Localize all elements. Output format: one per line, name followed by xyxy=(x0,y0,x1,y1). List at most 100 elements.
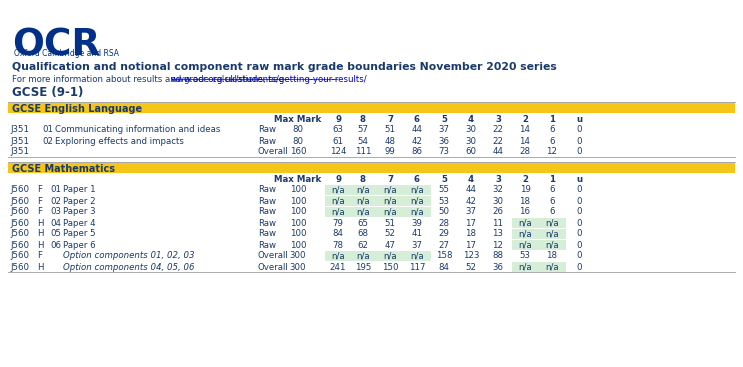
Text: 30: 30 xyxy=(466,126,476,134)
Text: 11: 11 xyxy=(493,218,504,228)
Text: 02: 02 xyxy=(42,137,53,145)
Text: n/a: n/a xyxy=(410,196,424,206)
Text: 0: 0 xyxy=(577,262,582,272)
Text: n/a: n/a xyxy=(383,251,397,261)
FancyBboxPatch shape xyxy=(325,196,352,206)
Text: 6: 6 xyxy=(414,174,420,184)
Text: J560: J560 xyxy=(10,185,29,195)
FancyBboxPatch shape xyxy=(377,251,404,261)
Text: Raw: Raw xyxy=(258,137,276,145)
FancyBboxPatch shape xyxy=(325,185,352,195)
Text: 0: 0 xyxy=(577,185,582,195)
Text: 01: 01 xyxy=(50,185,61,195)
Text: Paper 5: Paper 5 xyxy=(63,229,96,239)
Text: 16: 16 xyxy=(519,207,531,217)
Text: J560: J560 xyxy=(10,262,29,272)
Text: J560: J560 xyxy=(10,207,29,217)
Text: n/a: n/a xyxy=(518,229,532,239)
Text: 51: 51 xyxy=(384,126,395,134)
Text: Qualification and notional component raw mark grade boundaries November 2020 ser: Qualification and notional component raw… xyxy=(12,62,557,72)
Text: Paper 6: Paper 6 xyxy=(63,240,96,250)
Text: GCSE Mathematics: GCSE Mathematics xyxy=(12,164,115,174)
FancyBboxPatch shape xyxy=(404,185,431,195)
Text: 100: 100 xyxy=(290,207,306,217)
Text: 3: 3 xyxy=(495,115,501,124)
Text: n/a: n/a xyxy=(410,251,424,261)
Text: F: F xyxy=(37,251,42,261)
Text: 0: 0 xyxy=(577,240,582,250)
Text: Paper 4: Paper 4 xyxy=(63,218,96,228)
Text: 0: 0 xyxy=(577,126,582,134)
Text: 05: 05 xyxy=(50,229,61,239)
Text: 6: 6 xyxy=(549,137,555,145)
Text: n/a: n/a xyxy=(410,207,424,217)
FancyBboxPatch shape xyxy=(404,196,431,206)
Text: 41: 41 xyxy=(412,229,423,239)
Text: 100: 100 xyxy=(290,185,306,195)
Text: H: H xyxy=(37,218,44,228)
Text: Overall: Overall xyxy=(258,251,289,261)
FancyBboxPatch shape xyxy=(8,102,735,113)
FancyBboxPatch shape xyxy=(350,196,377,206)
Text: 7: 7 xyxy=(387,115,393,124)
Text: n/a: n/a xyxy=(331,251,345,261)
FancyBboxPatch shape xyxy=(539,240,566,250)
Text: H: H xyxy=(37,229,44,239)
Text: 84: 84 xyxy=(333,229,343,239)
Text: n/a: n/a xyxy=(383,185,397,195)
FancyBboxPatch shape xyxy=(8,162,735,173)
Text: 1: 1 xyxy=(549,115,555,124)
Text: 48: 48 xyxy=(384,137,395,145)
Text: Raw: Raw xyxy=(258,196,276,206)
Text: Paper 2: Paper 2 xyxy=(63,196,96,206)
Text: 22: 22 xyxy=(493,137,504,145)
Text: 150: 150 xyxy=(382,262,398,272)
Text: F: F xyxy=(37,207,42,217)
FancyBboxPatch shape xyxy=(512,229,539,239)
Text: J560: J560 xyxy=(10,229,29,239)
Text: 4: 4 xyxy=(468,115,474,124)
Text: n/a: n/a xyxy=(356,207,370,217)
FancyBboxPatch shape xyxy=(539,262,566,272)
Text: 111: 111 xyxy=(354,148,372,156)
Text: 30: 30 xyxy=(493,196,504,206)
Text: GCSE English Language: GCSE English Language xyxy=(12,103,142,113)
Text: GCSE (9-1): GCSE (9-1) xyxy=(12,86,83,99)
Text: 2: 2 xyxy=(522,174,528,184)
Text: n/a: n/a xyxy=(331,207,345,217)
Text: 124: 124 xyxy=(330,148,346,156)
Text: 27: 27 xyxy=(438,240,450,250)
Text: 51: 51 xyxy=(384,218,395,228)
Text: Raw: Raw xyxy=(258,229,276,239)
Text: Overall: Overall xyxy=(258,148,289,156)
Text: n/a: n/a xyxy=(545,240,559,250)
Text: 80: 80 xyxy=(293,126,303,134)
Text: 61: 61 xyxy=(333,137,343,145)
Text: 0: 0 xyxy=(577,251,582,261)
Text: 3: 3 xyxy=(495,174,501,184)
Text: J560: J560 xyxy=(10,251,29,261)
Text: 54: 54 xyxy=(357,137,369,145)
Text: 6: 6 xyxy=(549,126,555,134)
Text: Raw: Raw xyxy=(258,240,276,250)
FancyBboxPatch shape xyxy=(404,251,431,261)
Text: J560: J560 xyxy=(10,196,29,206)
FancyBboxPatch shape xyxy=(512,262,539,272)
Text: u: u xyxy=(576,115,582,124)
Text: OCR: OCR xyxy=(12,27,100,63)
Text: J351: J351 xyxy=(10,137,29,145)
Text: 52: 52 xyxy=(384,229,395,239)
Text: 44: 44 xyxy=(466,185,476,195)
FancyBboxPatch shape xyxy=(377,185,404,195)
Text: Max Mark: Max Mark xyxy=(274,115,322,124)
Text: 241: 241 xyxy=(330,262,346,272)
Text: u: u xyxy=(576,174,582,184)
Text: 158: 158 xyxy=(435,251,452,261)
Text: Raw: Raw xyxy=(258,218,276,228)
Text: 0: 0 xyxy=(577,218,582,228)
Text: 14: 14 xyxy=(519,137,531,145)
Text: 8: 8 xyxy=(360,115,366,124)
Text: n/a: n/a xyxy=(518,240,532,250)
Text: Oxford Cambridge and RSA: Oxford Cambridge and RSA xyxy=(14,49,119,58)
Text: 36: 36 xyxy=(438,137,450,145)
